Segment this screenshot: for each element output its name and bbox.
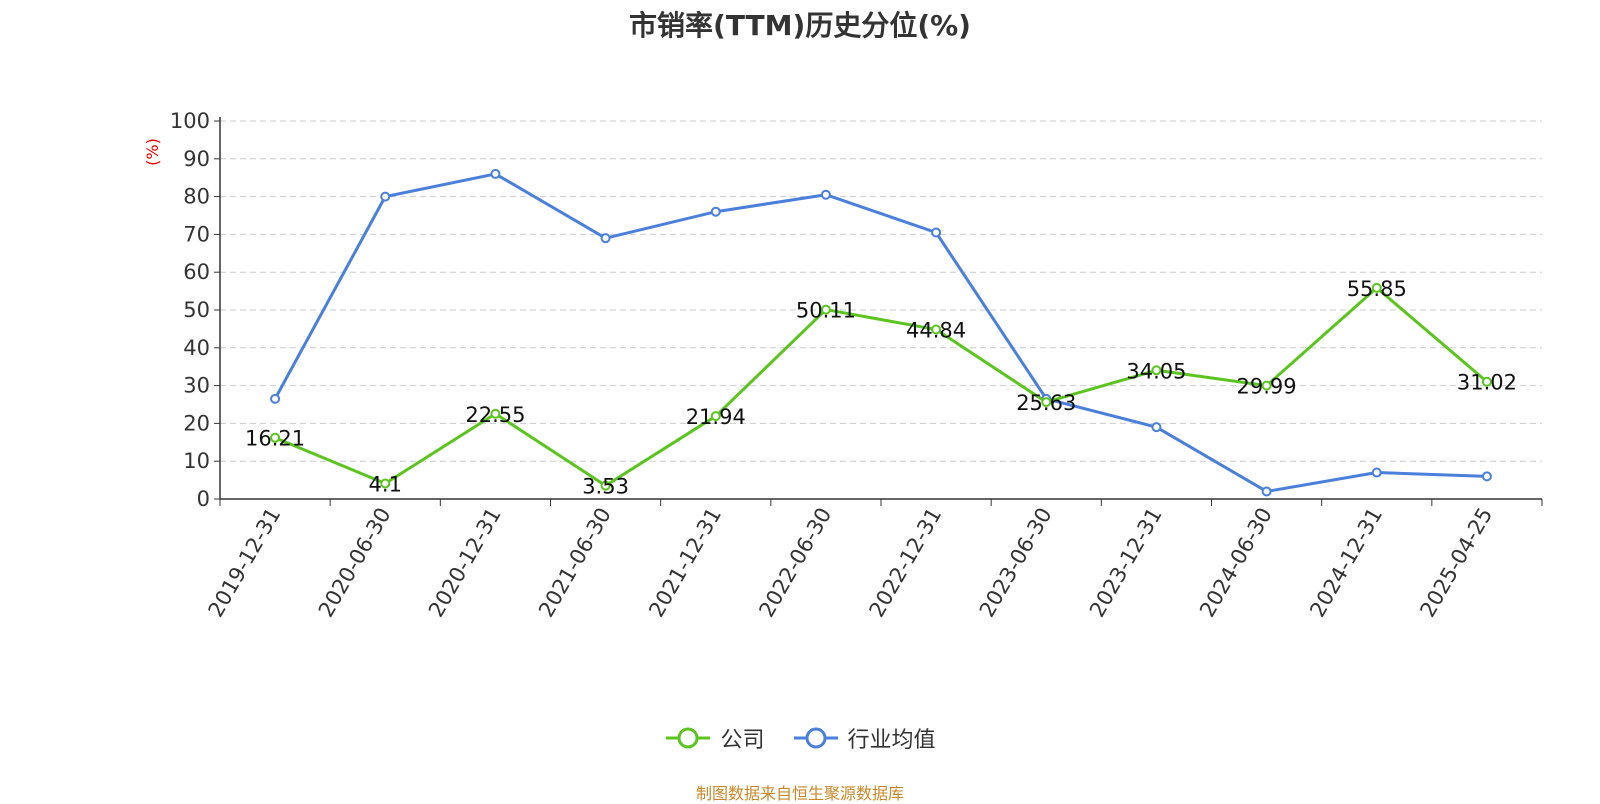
data-point — [1261, 486, 1272, 497]
data-label: 22.55 — [465, 403, 525, 427]
data-point — [1151, 365, 1162, 376]
data-label: 50.11 — [796, 299, 856, 323]
y-tick-label: 20 — [183, 411, 210, 435]
x-tick-label: 2024-06-30 — [1195, 504, 1277, 622]
x-tick-label: 2019-12-31 — [204, 504, 286, 622]
data-label: 25.63 — [1016, 391, 1076, 415]
series-lines — [270, 168, 1492, 497]
x-tick-label: 2020-06-30 — [314, 504, 396, 622]
data-label: 34.05 — [1126, 359, 1186, 383]
grid-lines — [220, 120, 1542, 462]
x-tick-label: 2021-06-30 — [534, 504, 616, 622]
data-label: 16.21 — [245, 427, 305, 451]
data-point — [1151, 422, 1162, 433]
data-point — [1041, 397, 1052, 408]
y-tick-label: 100 — [170, 109, 210, 133]
y-tick-label: 30 — [183, 374, 210, 398]
x-tick-label: 2024-12-31 — [1305, 504, 1387, 622]
legend-company-swatch-icon — [666, 727, 711, 749]
y-tick-label: 80 — [183, 185, 210, 209]
data-label: 3.53 — [582, 475, 629, 499]
y-tick-label: 0 — [197, 487, 210, 511]
x-tick-label: 2020-12-31 — [424, 504, 506, 622]
data-point — [490, 408, 501, 419]
data-point — [710, 411, 721, 422]
data-label: 55.85 — [1347, 277, 1407, 301]
data-point — [1371, 282, 1382, 293]
data-point — [380, 478, 391, 489]
data-point — [1481, 471, 1492, 482]
data-point — [710, 206, 721, 217]
data-label: 44.84 — [906, 319, 966, 343]
data-point — [600, 233, 611, 244]
data-label: 31.02 — [1457, 371, 1517, 395]
series-line-0 — [274, 286, 1488, 488]
y-tick-label: 50 — [183, 298, 210, 322]
data-label: 4.1 — [369, 473, 402, 497]
y-tick-label: 60 — [183, 260, 210, 284]
data-point — [600, 480, 611, 491]
data-point — [1481, 376, 1492, 387]
data-point — [820, 189, 831, 200]
legend-item-company[interactable]: 公司 — [664, 722, 765, 754]
data-point — [490, 168, 501, 179]
y-tick-label: 90 — [183, 147, 210, 171]
axes: 0 10 20 30 40 50 60 70 80 90 100 2019-12-31 2020-06-… — [170, 109, 1543, 622]
data-labels: 16.21 4.1 22.55 3.53 21.94 50.11 44.84 25.63 34.… — [245, 277, 1517, 499]
y-tick-label: 70 — [183, 222, 210, 246]
x-tick-label: 2025-04-25 — [1415, 504, 1497, 622]
data-point — [1261, 380, 1272, 391]
x-tick-label: 2023-06-30 — [975, 504, 1057, 622]
chart-title: 市销率(TTM)历史分位(%) — [629, 9, 971, 42]
legend-company-label: 公司 — [720, 728, 765, 753]
x-tick-label: 2022-12-31 — [865, 504, 947, 622]
data-point — [1371, 467, 1382, 478]
y-tick-label: 10 — [183, 449, 210, 473]
series-line-1 — [273, 172, 1487, 493]
data-point — [931, 227, 942, 238]
legend: 公司 行业均值 — [0, 722, 1600, 756]
legend-item-industry-average[interactable]: 行业均值 — [792, 722, 936, 754]
data-point — [820, 304, 831, 315]
data-label: 29.99 — [1237, 375, 1297, 399]
data-point — [270, 393, 281, 404]
data-point — [380, 191, 391, 202]
x-tick-label: 2021-12-31 — [644, 504, 726, 622]
data-label: 21.94 — [686, 405, 746, 429]
x-tick-label: 2022-06-30 — [754, 504, 836, 622]
source-note: 制图数据来自恒生聚源数据库 — [695, 784, 904, 803]
legend-industry-label: 行业均值 — [847, 728, 936, 753]
y-tick-label: 40 — [183, 336, 210, 360]
legend-industry-swatch-icon — [793, 727, 838, 749]
data-point — [931, 324, 942, 335]
x-tick-label: 2023-12-31 — [1085, 504, 1167, 622]
y-axis-label: (%) — [143, 138, 162, 166]
data-point — [270, 432, 281, 443]
